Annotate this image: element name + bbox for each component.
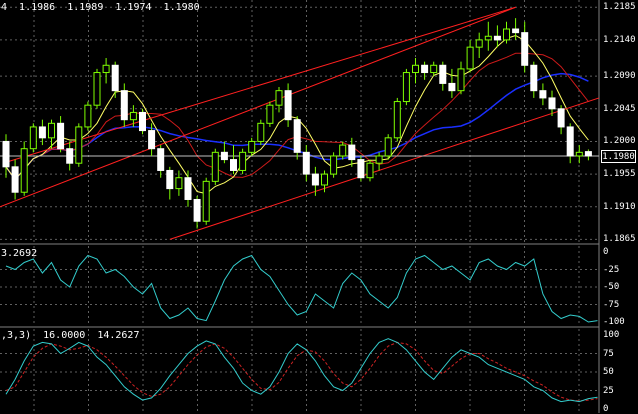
candle-body (2, 140, 10, 168)
candle-body (193, 198, 201, 222)
candle-body (111, 64, 119, 92)
candle-body (412, 64, 419, 74)
main-ohlc-header: 4 1.1986 1.1989 1.1974 1.1980 (1, 2, 200, 13)
candle-body (184, 177, 192, 200)
wpr-header: 3.2692 (1, 248, 38, 259)
price-tick-label: 1.2090 (603, 71, 636, 82)
candle-body (284, 90, 292, 121)
candle-body (448, 82, 456, 92)
candle-body (102, 64, 110, 74)
candle-body (257, 122, 265, 142)
candle-body (493, 35, 501, 41)
candle-body (321, 173, 328, 186)
stoch-tick-label: 0 (603, 404, 609, 414)
candle-body (430, 64, 438, 74)
candle-body (521, 32, 529, 66)
candle-body (402, 72, 410, 103)
candle-body (75, 126, 83, 164)
price-tick-label: 1.1955 (603, 169, 636, 180)
candle-body (29, 126, 37, 150)
price-tick-label: 1.2045 (603, 103, 636, 114)
candle-body (548, 97, 556, 110)
candle-body (139, 111, 146, 132)
candle-body (530, 64, 538, 92)
candle-body (157, 148, 165, 171)
price-tick-label: 1.2185 (603, 2, 636, 13)
stoch-header: ,3,3) 16.0000 14.2627 (1, 330, 140, 341)
candle-body (48, 122, 55, 139)
candle-body (393, 101, 401, 139)
candle-body (275, 90, 283, 106)
candle-body (375, 155, 383, 164)
candle-body (293, 119, 301, 153)
wpr-tick-label: -75 (603, 299, 620, 310)
candle-body (512, 28, 520, 34)
candle-body (211, 151, 219, 182)
candle-body (93, 72, 101, 106)
price-tick-label: 1.2140 (603, 34, 636, 45)
candle-body (484, 35, 492, 41)
candle-body (57, 122, 65, 150)
candle-body (266, 104, 274, 124)
candle-body (566, 126, 574, 157)
candle-body (220, 151, 228, 161)
candle-body (439, 64, 447, 84)
price-tick-label: 1.1910 (603, 201, 636, 212)
price-tick-label: 1.1865 (603, 234, 636, 245)
candle-body (148, 130, 156, 150)
candle-body (475, 39, 483, 48)
stoch-main-line (5, 338, 598, 403)
candle-body (66, 148, 74, 164)
candle-body (175, 177, 183, 190)
candle-body (339, 144, 347, 157)
candle-body (166, 169, 174, 190)
candle-body (503, 28, 510, 41)
candle-body (575, 151, 583, 157)
candle-body (129, 111, 137, 121)
candle-body (348, 144, 356, 161)
candle-body (539, 90, 547, 99)
candle-body (239, 151, 247, 171)
last-price-label: 1.1980 (601, 150, 636, 163)
candle-body (421, 64, 429, 74)
candle-body (202, 180, 210, 222)
candle-body (20, 148, 28, 193)
wpr-tick-label: -50 (603, 282, 620, 292)
price-tick-label: 1.2000 (603, 136, 636, 147)
candle-body (384, 137, 392, 157)
candle-body (357, 159, 365, 179)
wpr-tick-label: 0 (603, 247, 609, 257)
candle-body (584, 151, 592, 157)
channel-upper-line (0, 6, 516, 208)
stoch-tick-label: 100 (603, 330, 620, 340)
channel-upper-line (5, 6, 516, 163)
candle-body (330, 155, 338, 175)
stoch-tick-label: 50 (603, 367, 614, 377)
candle-body (84, 104, 92, 128)
stoch-tick-label: 25 (603, 385, 614, 396)
candle-body (311, 173, 319, 186)
candle-body (120, 90, 128, 121)
wpr-tick-label: -25 (603, 264, 620, 275)
candle-body (302, 151, 310, 175)
stoch-tick-label: 75 (603, 348, 614, 359)
candle-body (366, 162, 374, 179)
candle-body (11, 166, 19, 193)
wpr-tick-label: -100 (603, 317, 625, 327)
candle-body (230, 159, 237, 171)
candle-body (248, 140, 256, 153)
candle-body (457, 68, 465, 92)
wpr-line (5, 254, 598, 323)
channel-lower-line (169, 97, 600, 240)
candle-body (466, 46, 474, 70)
candle-body (557, 108, 565, 128)
stoch-signal-line (5, 341, 598, 402)
candle-body (38, 126, 46, 139)
